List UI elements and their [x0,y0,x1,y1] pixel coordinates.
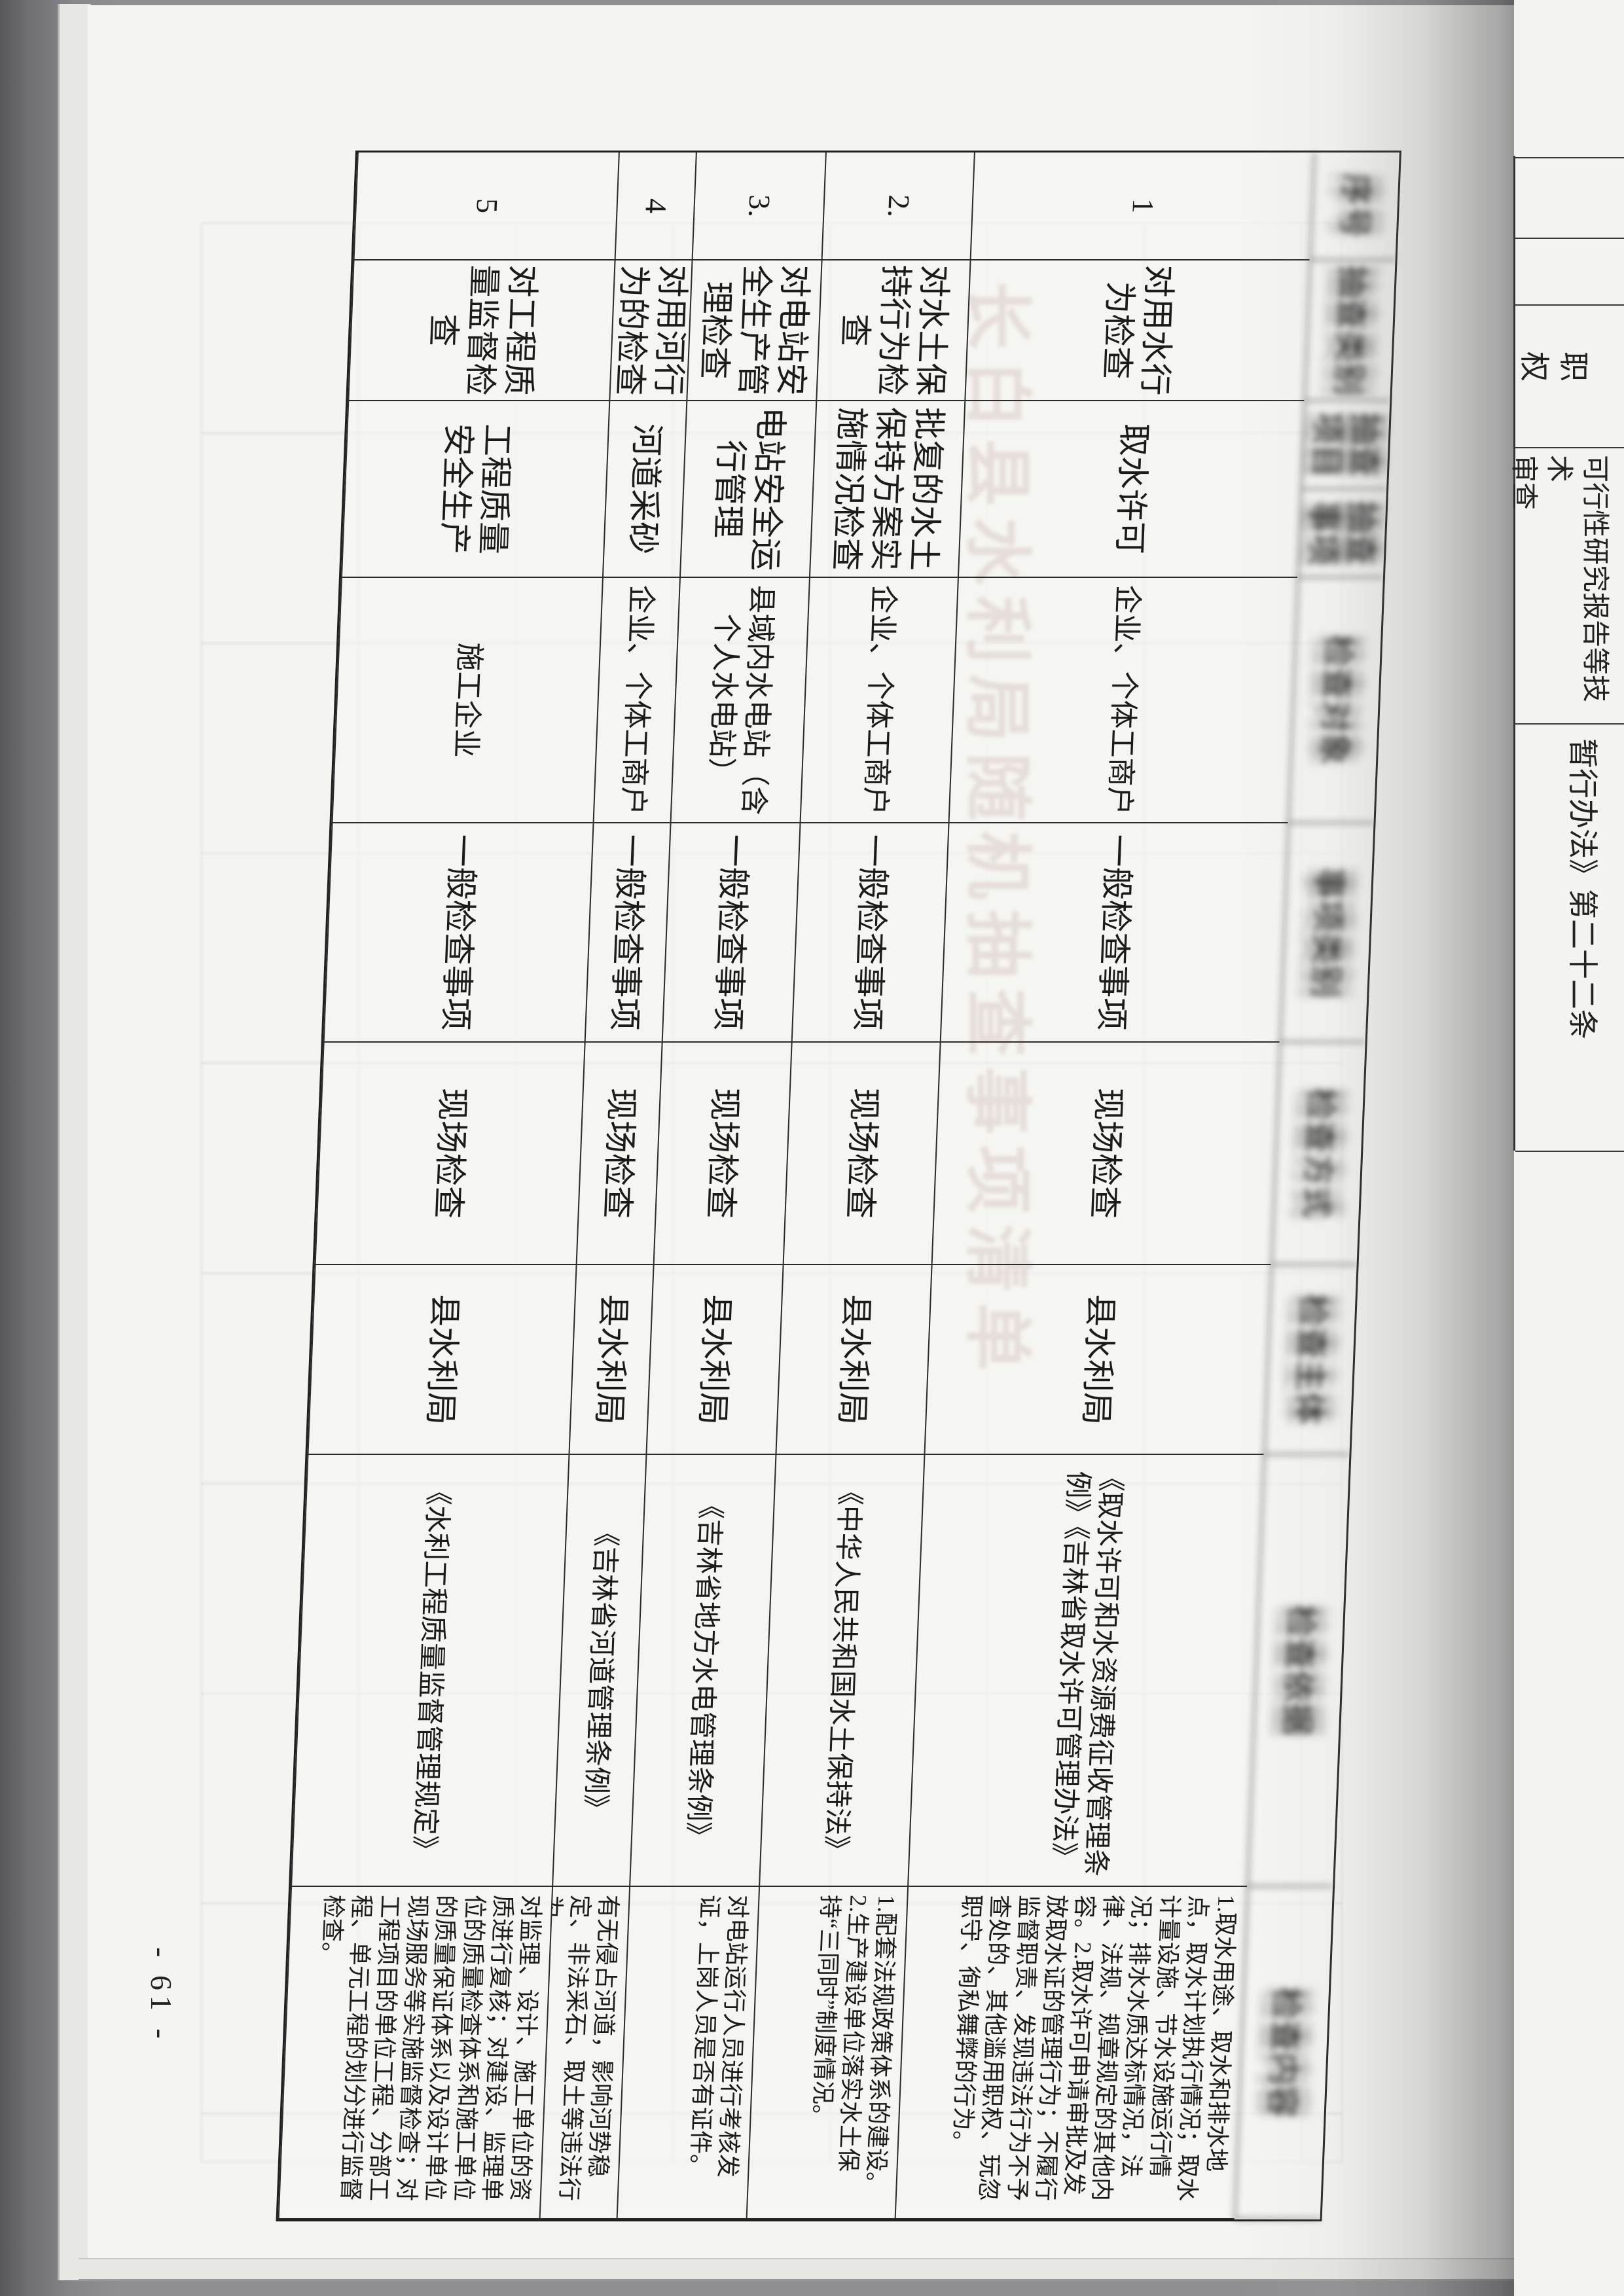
table-row-category: 对工程质量监督检查 [348,260,615,401]
table-row-project: 批复的水土保持方案实施情况检查 [808,401,965,578]
table-row-method: 现场检查 [314,1043,585,1265]
table-row-target: 企业、个体工商户 [592,578,679,823]
table-row-basis: 《中华人民共和国水土保持法》 [759,1455,924,1887]
facing-cell-border [1515,447,1624,448]
table-row-item-type: 一般检查事项 [939,823,1288,1043]
facing-duty-basis: 暂行办法》第二十二条 [1566,738,1599,1039]
table-row-content: 1.配套法规政策体系的建设。2.生产建设单位落实水土保持“三同时”制度情况。 [746,1887,908,2219]
facing-cell-border [1515,723,1624,725]
table-row-basis: 《吉林省地方水电管理条例》 [629,1455,776,1887]
table-row-target: 县域内水电站（含个人水电站） [670,578,809,823]
table-row-project: 工程质量 安全生产 [340,401,609,578]
facing-cell-border [1515,304,1624,306]
table-row-method: 现场检查 [782,1043,940,1265]
table-row-category: 对水土保持行为检查 [816,260,970,401]
table-row-item-type: 一般检查事项 [661,823,800,1043]
table-row-project: 电站安全运行管理 [679,401,816,578]
table-row-index: 4 [614,152,696,260]
table-row-method: 现场检查 [931,1043,1280,1265]
page-number: - 61 - [145,1947,178,2044]
table-row-content: 对监理、设计、施工单位的资质进行复核；对建设、监理单位的质量检查体系和施工单位的… [278,1887,552,2219]
table-row-method: 现场检查 [575,1043,662,1265]
table-row-target: 施工企业 [331,578,602,823]
table-row-subject: 县水利局 [307,1265,576,1455]
table-row-index: 5 [353,152,619,260]
table-row-content: 对电站运行人员进行考核发证，上岗人员是否有证件。 [616,1887,759,2219]
table-row-category: 对用河行为的检查 [609,260,692,401]
table-row-basis: 《水利工程质量监督管理规定》 [291,1455,569,1887]
table-row-project: 河道采砂 [602,401,687,578]
table-row-item-type: 一般检查事项 [584,823,670,1043]
table-row-subject: 县水利局 [645,1265,783,1455]
book-gutter-shadow [1239,0,1534,2296]
random-inspection-items-table: 序号 抽查类别 抽查项目 抽查事项 检查对象 事项类别 检查方式 检查主体 检查… [276,151,1401,2221]
facing-cell-border [1515,1151,1624,1152]
table-row-content: 有无侵占河道，影响河势稳定、非法采石、取土等违法行为。 [539,1887,630,2219]
table-row-content: 1.取水用途、取水和排水地点，取水计划执行情况；取水计量设施、节水设施运行情况；… [894,1887,1248,2219]
table-row-category: 对电站安全生产管理检查 [686,260,821,401]
facing-cell-border [1515,238,1624,239]
table-row-item-type: 一般检查事项 [791,823,948,1043]
table-row-basis: 《取水许可和水资源费征收管理条例》《吉林省取水许可管理办法》 [907,1455,1264,1887]
table-row-method: 现场检查 [653,1043,791,1265]
facing-page-sliver: 职 权 可行性研究报告等技术 审查 暂行办法》第二十二条 [1508,0,1624,2296]
table-row-subject: 县水利局 [775,1265,931,1455]
facing-duty-header: 职 权 [1517,351,1590,401]
table-row-item-type: 一般检查事项 [323,823,593,1043]
table-row-index: 2. [821,152,974,260]
table-row-subject: 县水利局 [924,1265,1271,1455]
table-row-index: 3. [691,152,825,260]
table-row-subject: 县水利局 [568,1265,653,1455]
table-row-target: 企业、个体工商户 [799,578,958,823]
facing-duty-name: 可行性研究报告等技术 审查 [1507,455,1610,703]
facing-cell-border [1515,157,1624,158]
